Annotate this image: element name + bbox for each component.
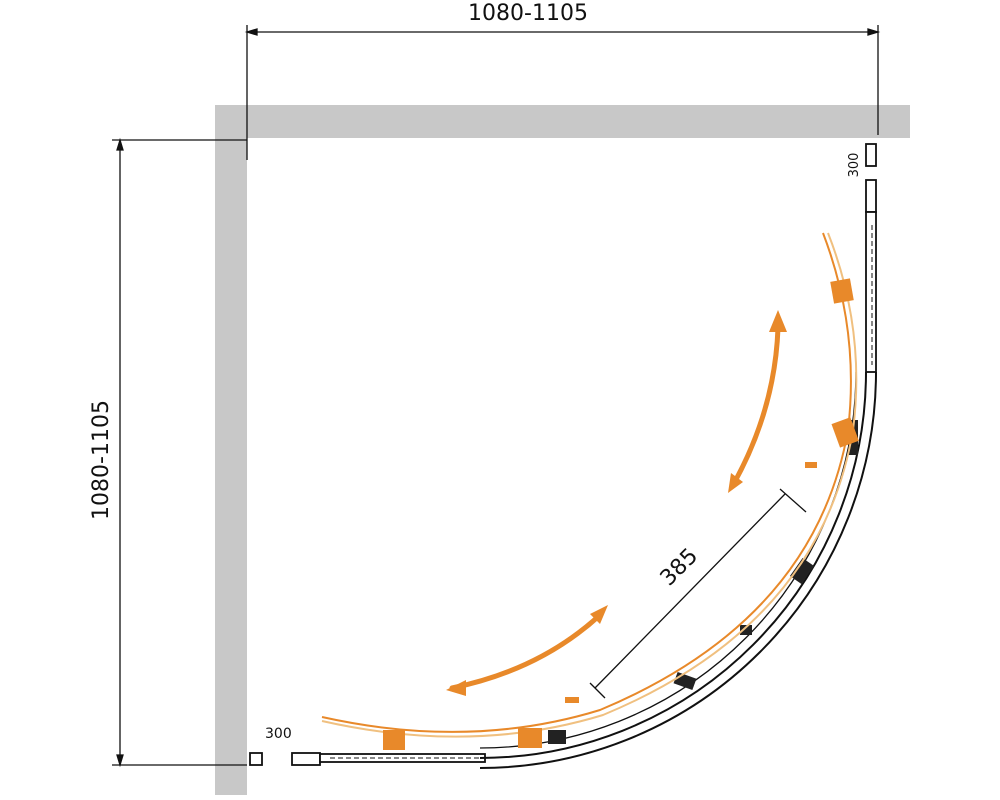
depth-label: 1080-1105 <box>89 400 114 520</box>
curved-glass <box>479 371 877 769</box>
right-panel-label: 300 <box>847 153 862 178</box>
door-handles <box>383 278 859 750</box>
top-wall <box>215 105 910 138</box>
left-wall <box>215 105 247 795</box>
bottom-panel-label: 300 <box>265 726 292 742</box>
arrowheads <box>446 310 787 696</box>
depth-dimension <box>112 137 247 768</box>
bottom-fixed-panel <box>249 752 486 766</box>
sliding-door-open <box>321 232 858 738</box>
door-rollers <box>548 420 858 744</box>
width-dimension <box>244 25 881 160</box>
door-opening-dimension <box>589 488 807 699</box>
door-motion-arrows <box>449 325 781 691</box>
right-fixed-panel <box>865 143 877 373</box>
width-label: 1080-1105 <box>468 1 588 26</box>
